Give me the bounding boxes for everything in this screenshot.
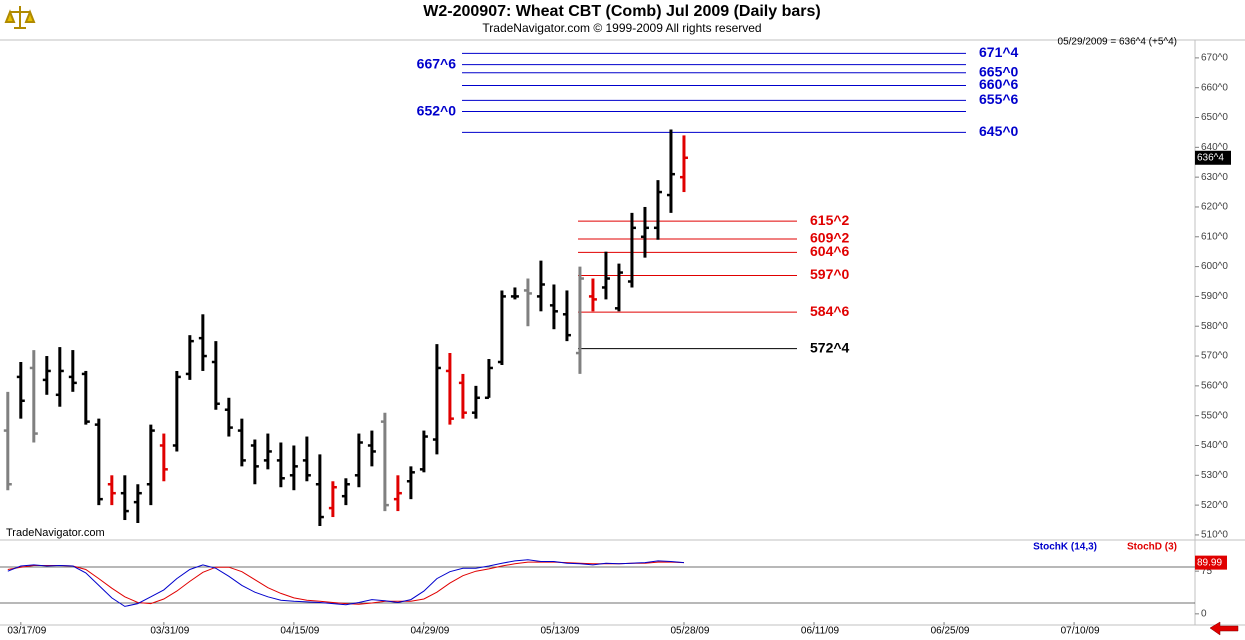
x-tick-label: 05/13/09 [540, 626, 579, 637]
x-tick-label: 04/29/09 [410, 626, 449, 637]
last-price-box [1195, 150, 1231, 165]
legend-entry: StochD (3) [1127, 542, 1177, 553]
y-tick-label: 550^0 [1201, 410, 1228, 421]
stoch-line [7, 561, 685, 605]
x-tick-label: 03/17/09 [7, 626, 46, 637]
y-tick-label: 590^0 [1201, 291, 1228, 302]
legend-entry: StochK (14,3) [1033, 542, 1097, 553]
level-label: 667^6 [417, 55, 457, 71]
x-tick-label: 06/11/09 [801, 626, 840, 637]
y-tick-label: 640^0 [1201, 142, 1228, 153]
last-value-box [1195, 555, 1227, 570]
y-tick-label: 530^0 [1201, 470, 1228, 481]
level-label: 604^6 [810, 243, 850, 259]
last-price-label: 636^4 [1197, 152, 1224, 163]
y-tick-label: 510^0 [1201, 530, 1228, 541]
level-label: 597^0 [810, 266, 850, 282]
y-tick-label: 610^0 [1201, 231, 1228, 242]
level-label: 665^0 [979, 63, 1019, 79]
x-tick-label: 05/28/09 [671, 626, 710, 637]
level-label: 615^2 [810, 212, 850, 228]
level-label: 645^0 [979, 123, 1019, 139]
level-label: 660^6 [979, 76, 1019, 92]
y-tick-label: 75 [1201, 566, 1213, 577]
x-tick-label: 06/25/09 [931, 626, 970, 637]
y-tick-label: 580^0 [1201, 321, 1228, 332]
y-tick-label: 540^0 [1201, 440, 1228, 451]
last-value-label: 89.99 [1197, 557, 1222, 568]
status-text: 05/29/2009 = 636^4 (+5^4) [1058, 37, 1177, 48]
y-tick-label: 630^0 [1201, 172, 1228, 183]
subtitle: TradeNavigator.com © 1999-2009 All right… [482, 21, 761, 35]
stoch-line [7, 559, 685, 607]
level-label: 572^4 [810, 339, 850, 355]
y-tick-label: 570^0 [1201, 351, 1228, 362]
y-tick-label: 560^0 [1201, 380, 1228, 391]
level-label: 671^4 [979, 44, 1019, 60]
y-tick-label: 660^0 [1201, 82, 1228, 93]
y-tick-label: 0 [1201, 608, 1207, 619]
scroll-arrow[interactable] [1209, 621, 1239, 636]
y-tick-label: 600^0 [1201, 261, 1228, 272]
x-tick-label: 04/15/09 [280, 626, 319, 637]
x-tick-label: 03/31/09 [150, 626, 189, 637]
y-tick-label: 620^0 [1201, 202, 1228, 213]
level-label: 609^2 [810, 230, 850, 246]
level-label: 584^6 [810, 303, 850, 319]
level-label: 655^6 [979, 91, 1019, 107]
y-tick-label: 650^0 [1201, 112, 1228, 123]
y-tick-label: 520^0 [1201, 500, 1228, 511]
app-icon [4, 4, 36, 32]
y-tick-label: 670^0 [1201, 53, 1228, 64]
x-tick-label: 07/10/09 [1061, 626, 1100, 637]
chart-title: W2-200907: Wheat CBT (Comb) Jul 2009 (Da… [423, 3, 820, 20]
watermark: TradeNavigator.com [6, 527, 105, 539]
level-label: 652^0 [417, 102, 457, 118]
